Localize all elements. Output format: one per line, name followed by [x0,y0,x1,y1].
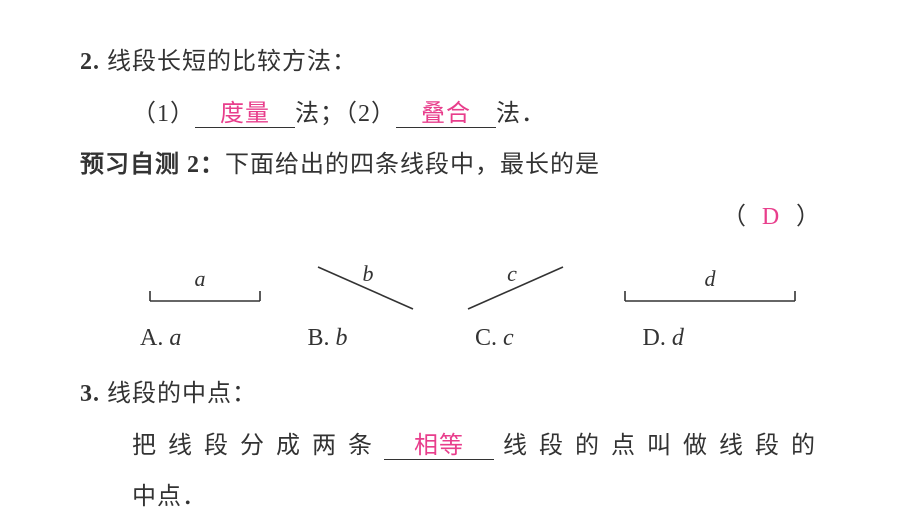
quiz2-text: 下面给出的四条线段中，最长的是 [225,152,600,178]
segment-a-label: a [195,266,206,291]
q2-heading: 2. 线段长短的比较方法： [80,40,840,86]
option-c: C. c [475,316,643,362]
paren-close: ） [796,204,820,230]
q3-body-prefix: 把 线 段 分 成 两 条 [132,433,375,459]
option-b-var: b [336,325,348,351]
option-c-var: c [503,325,514,351]
segment-d: d [610,261,810,316]
segment-d-label: d [705,266,717,291]
q2-number: 2. [80,49,100,75]
q2-blank1: 度量 [195,101,295,128]
q2-item2-prefix: （2） [345,101,396,127]
quiz2-diagram: a b c d [80,246,840,316]
q3-fill: 相等 [414,433,464,459]
quiz2-options: A. a B. b C. c D. d [80,316,840,362]
option-b: B. b [308,316,476,362]
paren-open: （ [722,204,746,230]
q2-item1-prefix: （1） [132,101,195,127]
quiz2-answer-row: （D） [80,195,840,241]
q2-fill2: 叠合 [421,101,471,127]
segment-c: c [460,261,570,316]
q3-body: 把 线 段 分 成 两 条 相等 线 段 的 点 叫 做 线 段 的 [80,424,840,470]
q2-methods: （1） 度量法；（2） 叠合法． [80,92,840,138]
q2-item2-suffix: 法． [496,101,546,127]
option-d-letter: D. [643,325,666,351]
q3-heading: 3. 线段的中点： [80,372,840,418]
q3-body-suffix: 线 段 的 点 叫 做 线 段 的 [503,433,818,459]
option-d: D. d [643,316,811,362]
quiz2-line: 预习自测 2：下面给出的四条线段中，最长的是 [80,143,840,189]
option-a-letter: A. [140,325,163,351]
q2-fill1: 度量 [220,101,270,127]
q3-title: 线段的中点： [107,381,257,407]
segment-a: a [140,261,270,316]
q3-blank: 相等 [384,433,494,460]
option-a: A. a [140,316,308,362]
q3-body-line2: 中点． [132,484,207,510]
segment-c-label: c [507,261,517,286]
option-a-var: a [169,325,181,351]
option-d-var: d [672,325,684,351]
option-c-letter: C. [475,325,497,351]
q3-number: 3. [80,381,100,407]
q2-item1-suffix: 法； [295,101,345,127]
q2-title: 线段长短的比较方法： [107,49,357,75]
q3-body-line2-wrap: 中点． [80,475,840,521]
segment-b-label: b [363,261,374,286]
quiz2-label: 预习自测 2： [80,152,225,178]
q2-blank2: 叠合 [396,101,496,128]
segment-b: b [310,261,420,316]
quiz2-answer: D [746,195,796,241]
option-b-letter: B. [308,325,330,351]
